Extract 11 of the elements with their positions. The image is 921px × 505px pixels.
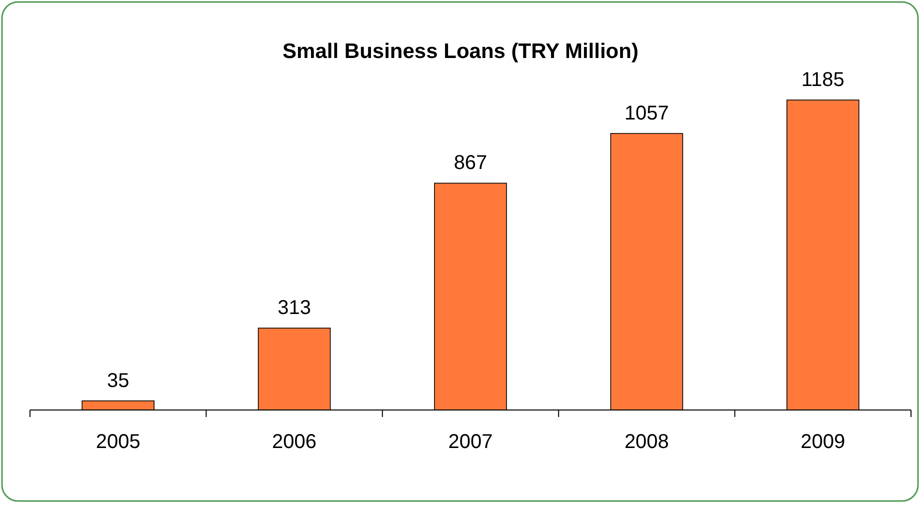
- x-tick-label: 2008: [624, 431, 669, 453]
- data-label: 313: [278, 297, 311, 320]
- x-tick-label: 2009: [800, 431, 846, 453]
- data-label: 35: [106, 370, 130, 392]
- data-label: 867: [454, 152, 488, 174]
- data-label: 1057: [624, 102, 669, 124]
- x-tick-label: 2006: [272, 431, 317, 453]
- chart-title: Small Business Loans (TRY Million): [282, 40, 638, 63]
- x-tick-label: 2007: [448, 431, 493, 453]
- data-label: 1185: [801, 69, 844, 91]
- x-tick-label: 2005: [96, 431, 140, 453]
